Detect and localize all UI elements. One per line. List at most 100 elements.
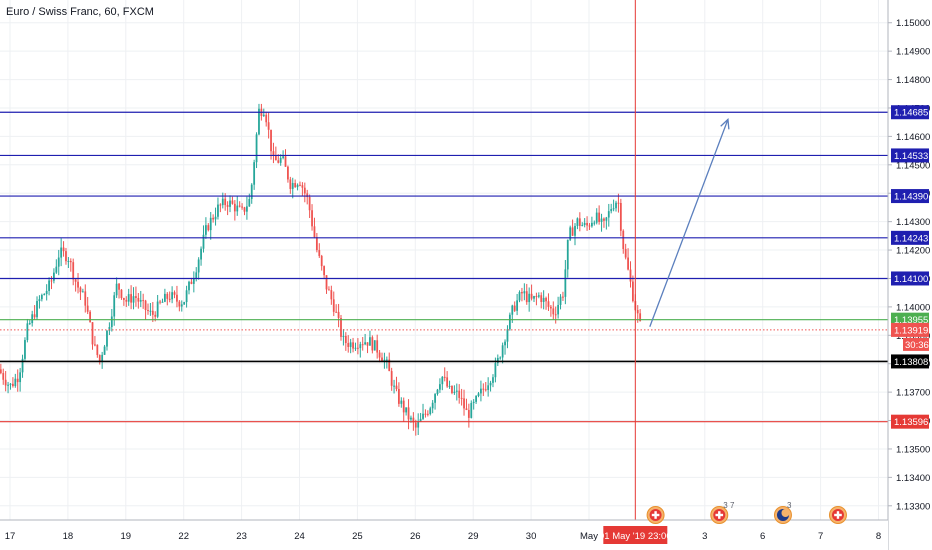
candle-body	[443, 376, 446, 378]
candle-body	[366, 342, 369, 346]
candle	[180, 300, 183, 312]
candle	[600, 213, 603, 232]
swiss-flag-icon[interactable]	[646, 506, 665, 524]
candle	[506, 325, 509, 349]
candle-body	[397, 388, 400, 404]
candle-body	[381, 357, 383, 362]
candle	[173, 290, 176, 299]
candle	[284, 149, 287, 167]
candle	[574, 223, 576, 246]
candle-body	[248, 199, 251, 207]
level-price-tag-label: 1.13955	[894, 315, 928, 326]
candle-body	[224, 198, 227, 206]
candle-body	[332, 299, 335, 312]
candle	[378, 350, 381, 363]
candle	[612, 199, 615, 212]
candle-body	[395, 385, 398, 389]
candle	[545, 296, 547, 310]
candle-body	[528, 293, 531, 303]
event-icons: 3 7 3	[646, 501, 847, 524]
candle	[139, 290, 142, 308]
candle	[296, 183, 299, 191]
candle	[414, 419, 417, 436]
candle-body	[40, 294, 43, 300]
candle-body	[347, 343, 350, 347]
candle-body	[200, 248, 202, 260]
candle-body	[446, 377, 449, 387]
candle	[130, 285, 133, 310]
candle	[496, 354, 499, 366]
candle	[212, 214, 215, 223]
candle	[564, 260, 567, 305]
candle-body	[69, 260, 72, 263]
x-tick-label: 25	[352, 531, 363, 542]
candle	[183, 301, 186, 305]
candle	[552, 301, 555, 320]
candle	[559, 294, 562, 310]
level-price-tag: 1.14533	[891, 148, 929, 163]
candle	[521, 287, 523, 302]
candle	[28, 319, 31, 325]
candle-body	[217, 204, 219, 217]
candle	[127, 288, 130, 306]
candle	[4, 371, 7, 392]
candle-body	[306, 193, 309, 198]
moon-icon[interactable]: 3	[773, 501, 792, 524]
candle	[516, 293, 519, 316]
candle	[236, 196, 239, 216]
candle	[142, 293, 145, 309]
candle-body	[344, 335, 347, 344]
candle	[465, 398, 468, 411]
candle-body	[11, 383, 14, 387]
x-tick-label: 7	[818, 531, 823, 542]
candle-body	[373, 340, 376, 351]
candle-body	[57, 257, 60, 267]
candle-body	[352, 342, 354, 349]
candle	[547, 293, 550, 311]
x-tick-label: 23	[236, 531, 247, 542]
candle	[219, 203, 222, 213]
candle-body	[530, 293, 533, 299]
candle	[385, 356, 388, 369]
x-tick-label: 26	[410, 531, 421, 542]
candle-body	[301, 185, 304, 188]
candle-body	[559, 296, 562, 305]
candle	[571, 219, 574, 236]
candle-body	[67, 260, 70, 262]
candle-body	[315, 237, 318, 251]
candle	[492, 374, 494, 388]
level-price-tag-bg	[891, 189, 929, 204]
candle	[36, 296, 38, 320]
candle	[477, 392, 480, 398]
candle-body	[557, 304, 560, 315]
candle	[253, 159, 256, 190]
candle-body	[632, 281, 634, 302]
candle-body	[166, 293, 169, 299]
candle-body	[209, 217, 212, 231]
candle-body	[279, 157, 282, 163]
swiss-flag-icon[interactable]	[828, 506, 847, 524]
candle-body	[472, 401, 475, 403]
event-badge: 3	[787, 501, 792, 510]
candle	[250, 183, 253, 204]
candle-body	[190, 281, 193, 284]
candle	[431, 400, 434, 414]
x-tick-label: 30	[526, 531, 537, 542]
candle-body	[487, 385, 490, 390]
time-axis[interactable]	[0, 520, 888, 550]
candle-body	[342, 335, 345, 337]
candle-body	[513, 305, 516, 311]
swiss-flag-icon[interactable]: 3 7	[710, 501, 735, 524]
candle	[605, 216, 608, 230]
level-price-tag-label: 1.13808	[894, 357, 928, 368]
cross-horizontal	[715, 513, 724, 517]
candle-body	[484, 389, 487, 391]
projection-arrow[interactable]	[649, 119, 729, 328]
candle-body	[183, 302, 186, 305]
candle-body	[477, 393, 480, 397]
candle	[267, 112, 270, 139]
candle	[624, 243, 627, 260]
candle	[369, 330, 371, 346]
candle-body	[226, 205, 229, 207]
